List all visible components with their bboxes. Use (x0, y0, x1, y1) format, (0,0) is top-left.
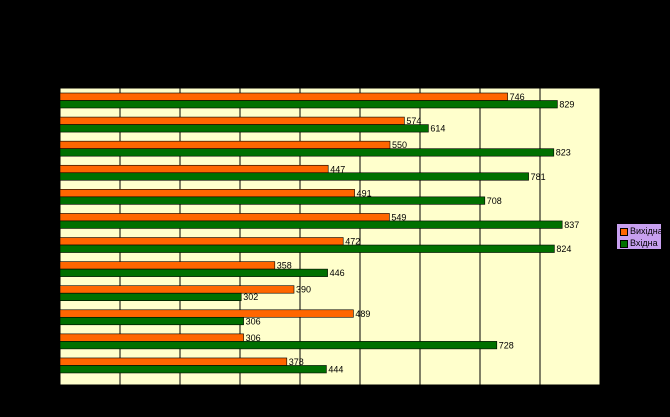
legend: Вихідна Вхідна (616, 223, 663, 250)
data-label: 446 (330, 268, 345, 278)
legend-swatch-outgoing (620, 227, 628, 236)
legend-item-incoming: Вхідна (620, 238, 658, 249)
data-label: 728 (499, 340, 514, 350)
data-label: 829 (559, 100, 574, 110)
legend-label-outgoing: Вихідна (630, 226, 663, 236)
data-label: 781 (531, 172, 546, 182)
data-label: 574 (406, 116, 421, 126)
legend-item-outgoing: Вихідна (620, 226, 663, 237)
data-label: 837 (564, 220, 579, 230)
bar-outgoing (59, 140, 391, 149)
data-label: 447 (330, 164, 345, 174)
legend-swatch-incoming (620, 239, 628, 248)
data-label: 306 (246, 333, 261, 343)
bar-outgoing (59, 237, 344, 246)
data-label: 550 (392, 140, 407, 150)
bar-outgoing (59, 357, 288, 366)
data-label: 444 (328, 364, 343, 374)
data-label: 302 (243, 292, 258, 302)
data-label: 491 (357, 188, 372, 198)
data-label: 472 (345, 237, 360, 247)
bar-outgoing (59, 261, 276, 270)
data-label: 746 (510, 92, 525, 102)
bar-incoming (59, 220, 563, 229)
data-label: 549 (391, 212, 406, 222)
bar-incoming (59, 196, 486, 205)
data-label: 358 (277, 261, 292, 271)
bars (59, 92, 563, 374)
bar-outgoing (59, 333, 244, 342)
bar-outgoing (59, 189, 355, 198)
bar-incoming (59, 268, 328, 277)
bar-incoming (59, 100, 558, 109)
legend-label-incoming: Вхідна (630, 238, 658, 248)
bar-incoming (59, 148, 555, 157)
bar-outgoing (59, 213, 390, 222)
data-labels: 746 829 574 614 550 823 447 781 491 708 549 837 472 8… (243, 92, 579, 374)
data-label: 824 (556, 244, 571, 254)
bar-incoming (59, 292, 242, 302)
data-label: 614 (430, 124, 445, 134)
data-label: 823 (556, 148, 571, 158)
data-label: 390 (296, 285, 311, 295)
data-label: 306 (246, 316, 261, 326)
bar-outgoing (59, 92, 508, 101)
bar-outgoing (59, 116, 405, 125)
bar-outgoing (59, 309, 354, 318)
data-label: 708 (487, 196, 502, 206)
bar-outgoing (59, 285, 295, 294)
bar-incoming (59, 316, 244, 326)
data-label: 489 (355, 309, 370, 319)
bar-incoming (59, 341, 498, 350)
bar-incoming (59, 365, 327, 374)
bar-outgoing (59, 164, 329, 174)
bar-incoming (59, 172, 529, 181)
bar-incoming (59, 244, 555, 253)
bar-incoming (59, 124, 429, 133)
data-label: 378 (289, 357, 304, 367)
